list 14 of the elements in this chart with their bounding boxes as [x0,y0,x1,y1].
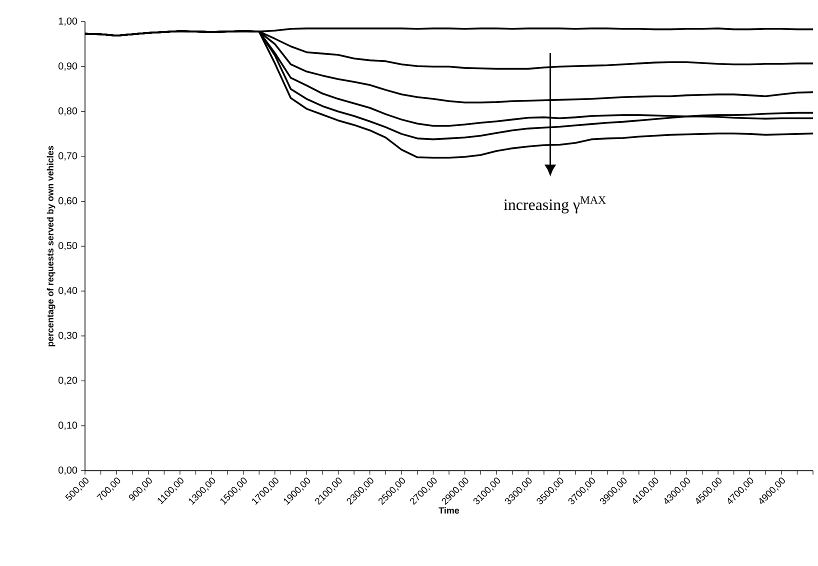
annotation: increasing γ$^{MAX}$ [504,196,606,214]
y-tick-label: 0,30 [58,332,78,340]
x-axis-title: Time [438,507,460,514]
y-axis-title: percentage of requests served by own vehicles [46,146,56,346]
y-tick-label: 0,90 [58,62,78,71]
y-tick-label: 0,00 [58,466,78,475]
y-tick-label: 0,50 [58,242,78,250]
y-tick-label: 0,10 [58,422,78,430]
y-tick-label: 0,40 [58,286,78,296]
y-tick-label: 0,60 [58,197,78,206]
y-tick-label: 0,70 [58,152,78,161]
y-tick-label: 1,00 [58,18,78,26]
y-tick-label: 0,20 [58,376,78,386]
y-tick-label: 0,80 [58,107,78,116]
